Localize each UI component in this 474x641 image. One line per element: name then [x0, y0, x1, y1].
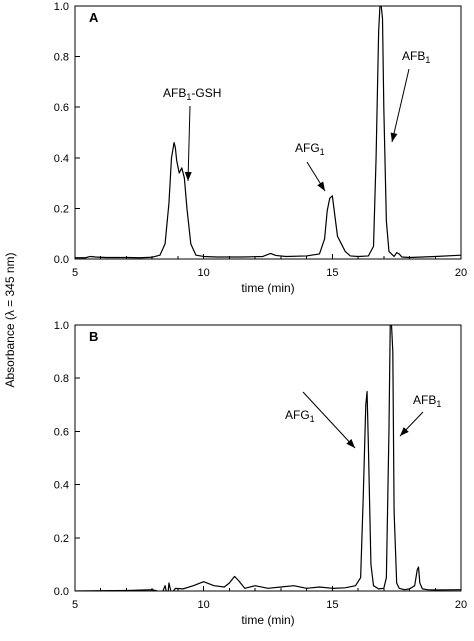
peak-label-a: AFB1 [402, 49, 430, 65]
peak-label-a: AFB1-GSH [163, 86, 221, 102]
x-tick-label-b: 5 [72, 599, 78, 611]
arrow-head-b [346, 439, 355, 448]
y-tick-label-a: 0.8 [54, 52, 69, 64]
panel-b: 0.0 0.2 0.4 0.6 0.8 1.0 5 10 15 20 time (min) B AFG1… [54, 320, 467, 627]
x-tick-label-a: 20 [455, 267, 467, 279]
panel-a: 0.0 0.2 0.4 0.6 0.8 1.0 5 10 15 20 time (min) A AFB1… [54, 1, 467, 295]
y-tick-label-b: 0.6 [54, 426, 69, 438]
arrow-head-a [184, 171, 192, 181]
peak-label-a: AFG1 [295, 141, 325, 157]
panel-label-a: A [89, 10, 99, 25]
chromatogram-trace-a [75, 6, 461, 259]
x-tick-label-a: 10 [198, 267, 210, 279]
peak-arrow-a [187, 105, 191, 182]
peak-arrow-b [302, 391, 356, 449]
x-tick-label-a: 15 [326, 267, 338, 279]
panel-label-b: B [89, 329, 98, 344]
peak-label-b: AFB1 [413, 393, 441, 409]
x-axis-title-a: time (min) [241, 281, 294, 295]
x-tick-label-b: 20 [455, 599, 467, 611]
plot-frame-b [74, 324, 462, 592]
arrow-head-a [390, 132, 398, 142]
y-tick-label-a: 0.4 [54, 153, 69, 165]
plot-frame-a [74, 5, 462, 260]
y-tick-label-a: 0.0 [54, 254, 69, 266]
y-tick-label-a: 0.2 [54, 203, 69, 215]
y-tick-label-b: 1.0 [54, 320, 69, 332]
y-tick-label-b: 0.8 [54, 373, 69, 385]
y-tick-label-b: 0.4 [54, 480, 69, 492]
y-tick-label-a: 0.6 [54, 102, 69, 114]
peak-label-b: AFG1 [285, 408, 315, 424]
y-tick-label-a: 1.0 [54, 1, 69, 13]
x-tick-label-b: 15 [326, 599, 338, 611]
x-axis-title-b: time (min) [241, 613, 294, 627]
x-tick-label-b: 10 [198, 599, 210, 611]
y-axis-title: Absorbance (λ = 345 nm) [3, 252, 17, 387]
arrow-head-b [400, 427, 409, 436]
y-tick-label-b: 0.2 [54, 533, 69, 545]
arrow-head-a [317, 181, 325, 191]
chromatogram-trace-b [75, 325, 461, 591]
x-tick-label-a: 5 [72, 267, 78, 279]
y-tick-label-b: 0.0 [54, 586, 69, 598]
peak-arrow-a [391, 68, 410, 143]
